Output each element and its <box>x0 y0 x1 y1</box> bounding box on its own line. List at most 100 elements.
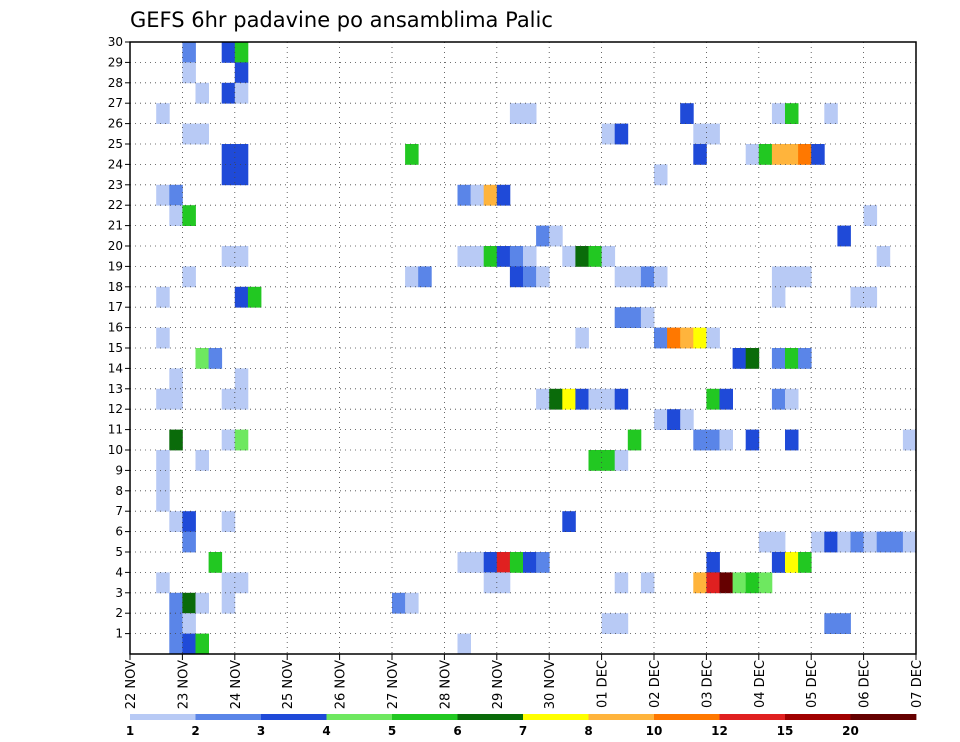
heatmap-cell <box>195 82 209 104</box>
colorbar-tick-label: 2 <box>191 724 199 738</box>
heatmap-cell <box>195 633 209 655</box>
colorbar-tick-label: 5 <box>388 724 396 738</box>
heatmap-cell <box>234 144 249 165</box>
heatmap-cell <box>745 572 760 594</box>
heatmap-cell <box>405 592 419 614</box>
x-tick-label: 26 NOV <box>334 660 349 709</box>
colorbar-segment <box>195 714 262 720</box>
heatmap-cell <box>693 327 707 349</box>
heatmap-cell <box>811 144 825 165</box>
heatmap-cell <box>457 552 471 573</box>
heatmap-cell <box>457 633 471 655</box>
y-tick-label: 8 <box>115 484 123 498</box>
heatmap-cell <box>601 613 616 634</box>
heatmap-cell <box>771 103 786 124</box>
x-axis-ticks: 22 NOV 23 NOV 24 NOV 25 NOV 26 NOV 27 NOV 28 N… <box>124 654 925 709</box>
heatmap-cell <box>575 327 589 349</box>
y-tick-label: 14 <box>108 361 123 375</box>
heatmap-cell <box>732 572 747 594</box>
colorbar-tick-label: 12 <box>711 724 728 738</box>
heatmap-cell <box>785 348 799 369</box>
colorbar-tick-label: 15 <box>777 724 794 738</box>
y-tick-label: 11 <box>108 423 123 437</box>
heatmap-cell <box>654 266 668 288</box>
y-tick-label: 2 <box>115 606 123 620</box>
heatmap-cell <box>169 429 183 451</box>
heatmap-cell <box>902 429 917 451</box>
heatmap-cell <box>824 613 838 634</box>
heatmap-cell <box>247 286 262 308</box>
heatmap-cell <box>562 511 576 532</box>
y-tick-label: 6 <box>115 525 123 539</box>
heatmap-cell <box>785 552 799 573</box>
heatmap-cell <box>221 144 236 165</box>
heatmap-cell <box>798 144 812 165</box>
y-tick-label: 27 <box>108 96 123 110</box>
colorbar-segment <box>588 714 655 720</box>
heatmap-cell <box>549 388 563 410</box>
heatmap-cell <box>496 184 511 206</box>
y-tick-label: 22 <box>108 198 123 212</box>
y-tick-label: 17 <box>108 300 123 314</box>
x-tick-label: 24 NOV <box>229 660 244 709</box>
heatmap-cell <box>234 429 249 451</box>
y-tick-label: 20 <box>108 239 123 253</box>
heatmap-cell <box>169 592 183 614</box>
heatmap-cell <box>470 552 485 573</box>
heatmap-cell <box>483 572 498 594</box>
heatmap-cell <box>156 103 170 124</box>
heatmap-cell <box>614 450 629 471</box>
heatmap-cell <box>156 490 170 512</box>
heatmap-cell <box>182 62 196 84</box>
heatmap-cells <box>156 42 917 655</box>
heatmap-cell <box>195 592 209 614</box>
heatmap-cell <box>496 572 511 594</box>
heatmap-cell <box>706 123 720 145</box>
colorbar-segment <box>130 714 196 720</box>
heatmap-cell <box>195 348 209 369</box>
heatmap-cell <box>758 531 773 553</box>
heatmap-cell <box>837 613 851 634</box>
heatmap-cell <box>614 388 629 410</box>
heatmap-cell <box>195 450 209 471</box>
y-tick-label: 21 <box>108 219 123 233</box>
heatmap-cell <box>706 572 720 594</box>
heatmap-cell <box>771 286 786 308</box>
heatmap-cell <box>483 246 498 267</box>
heatmap-cell <box>182 592 196 614</box>
heatmap-cell <box>785 429 799 451</box>
heatmap-cell <box>405 144 419 165</box>
heatmap-cell <box>234 388 249 410</box>
heatmap-cell <box>601 246 616 267</box>
heatmap-cell <box>719 429 733 451</box>
y-tick-label: 25 <box>108 137 123 151</box>
colorbar-segment <box>785 714 851 720</box>
y-tick-label: 24 <box>108 157 123 171</box>
heatmap-cell <box>889 531 904 553</box>
heatmap-cell <box>719 388 733 410</box>
heatmap-cell <box>156 470 170 492</box>
colorbar-legend: 1 2 3 4 5 6 7 8 10 12 15 20 <box>126 714 917 738</box>
heatmap-cell <box>640 307 655 328</box>
heatmap-cell <box>523 552 537 573</box>
heatmap-cell <box>195 123 209 145</box>
heatmap-cell <box>234 572 249 594</box>
heatmap-cell <box>509 552 524 573</box>
colorbar-tick-label: 1 <box>126 724 134 738</box>
colorbar-tick-label: 8 <box>584 724 592 738</box>
heatmap-cell <box>221 388 236 410</box>
colorbar-segment <box>654 714 720 720</box>
y-tick-label: 1 <box>115 627 123 641</box>
heatmap-cell <box>680 409 694 430</box>
y-tick-label: 5 <box>115 545 123 559</box>
heatmap-cell <box>156 572 170 594</box>
heatmap-cell <box>496 552 511 573</box>
heatmap-cell <box>798 348 812 369</box>
y-tick-label: 29 <box>108 55 123 69</box>
heatmap-cell <box>601 123 616 145</box>
heatmap-cell <box>601 388 616 410</box>
x-tick-label: 01 DEC <box>596 660 611 708</box>
heatmap-cell <box>221 429 236 451</box>
heatmap-cell <box>863 286 878 308</box>
x-tick-label: 05 DEC <box>805 660 820 708</box>
